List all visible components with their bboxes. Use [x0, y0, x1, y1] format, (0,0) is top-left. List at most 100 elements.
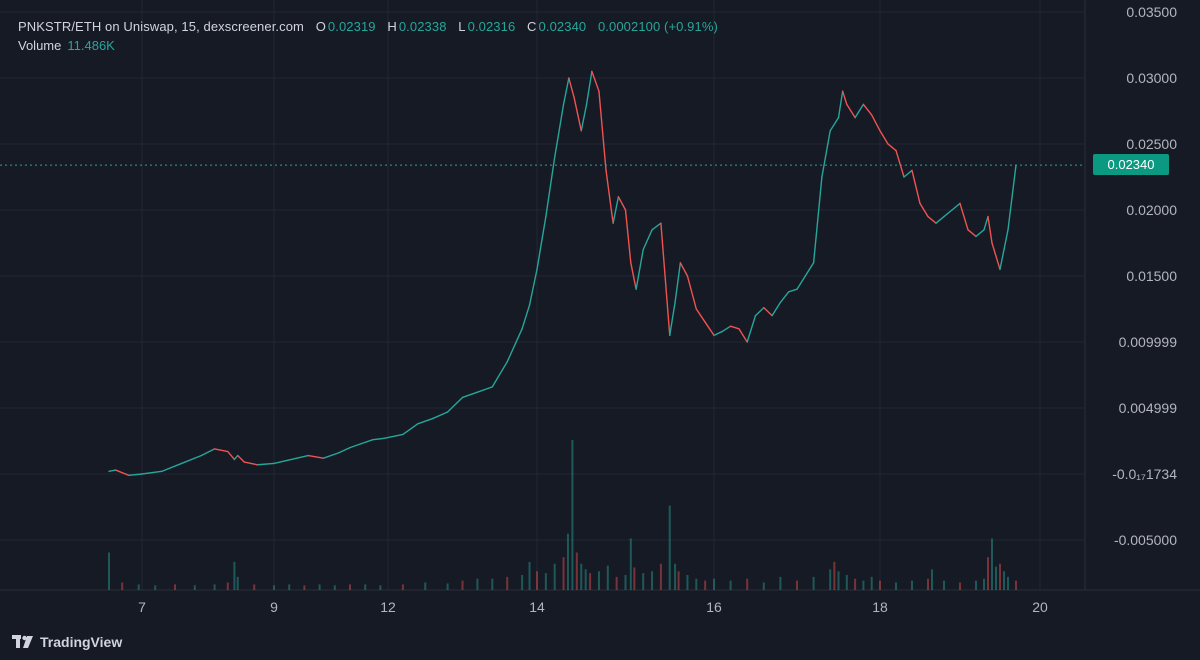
- price-segment: [128, 473, 143, 477]
- volume-bar: [213, 584, 216, 590]
- volume-bar: [349, 584, 351, 590]
- volume-bar: [137, 584, 140, 590]
- price-segment: [624, 209, 632, 264]
- x-tick-label: 18: [872, 599, 888, 615]
- x-tick-label: 9: [270, 599, 278, 615]
- low-value: 0.02316: [467, 19, 516, 34]
- volume-bar: [575, 552, 578, 590]
- price-axis[interactable]: 0.03500 0.03000 0.02500 0.02000 0.01500 0.009…: [1112, 4, 1177, 548]
- price-segment: [521, 304, 531, 330]
- price-segment: [337, 446, 351, 454]
- price-segment: [585, 70, 593, 106]
- price-segment: [446, 396, 464, 413]
- price-segment: [871, 114, 881, 132]
- price-segment: [383, 433, 404, 440]
- price-segment: [360, 438, 374, 445]
- price-segment: [476, 386, 493, 393]
- last-price-tag: 0.02340: [1093, 154, 1169, 175]
- price-segment: [746, 314, 757, 343]
- price-segment: [617, 196, 627, 211]
- price-segment: [796, 275, 806, 290]
- volume-bar: [288, 584, 291, 590]
- volume-bar: [911, 580, 913, 590]
- price-segment: [461, 391, 479, 399]
- volume-bar: [379, 585, 382, 590]
- price-segment: [729, 325, 740, 330]
- volume-bar: [746, 578, 749, 590]
- price-segment: [837, 90, 844, 119]
- volume-bar: [521, 575, 524, 590]
- price-segment: [738, 328, 748, 343]
- volume-value: 11.486K: [67, 38, 115, 53]
- price-segment: [841, 90, 848, 106]
- volume-bar: [528, 561, 531, 590]
- volume-bar: [303, 585, 306, 590]
- volume-bar: [812, 576, 815, 590]
- open-label: O: [315, 19, 326, 34]
- price-segment: [591, 70, 600, 92]
- volume-bar: [364, 584, 367, 590]
- y-tick-label: 0.03500: [1126, 4, 1177, 20]
- price-segment: [674, 262, 682, 304]
- price-segment: [895, 149, 905, 178]
- price-segment: [846, 103, 856, 119]
- volume-bar: [584, 569, 587, 590]
- price-segment: [296, 454, 309, 459]
- close-value: 0.02340: [538, 19, 587, 34]
- volume-bar: [571, 440, 574, 590]
- y-tick-label: 0.009999: [1119, 334, 1178, 350]
- volume-bar: [629, 538, 632, 590]
- y-tick-label: -0.0₁₇1734: [1112, 466, 1177, 482]
- volume-bar: [642, 573, 645, 590]
- volume-bar: [580, 563, 583, 590]
- price-segment: [227, 450, 236, 461]
- tradingview-logo-icon: [12, 635, 34, 649]
- price-segment: [236, 454, 246, 463]
- close-label: C: [527, 19, 537, 34]
- price-segment: [987, 215, 993, 244]
- price-segment: [243, 461, 259, 466]
- price-segment: [372, 437, 385, 441]
- price-segment: [554, 103, 565, 158]
- volume-bar: [983, 578, 985, 590]
- x-tick-label: 14: [529, 599, 545, 615]
- volume-bar: [424, 582, 427, 590]
- price-segment: [580, 103, 588, 132]
- price-segment: [307, 454, 325, 459]
- price-segment: [402, 423, 419, 436]
- volume-bar: [108, 552, 110, 590]
- price-segment: [545, 156, 556, 218]
- tradingview-brand[interactable]: TradingView: [12, 632, 122, 652]
- volume-bar: [991, 538, 993, 590]
- volume-bar: [845, 575, 848, 590]
- volume-bar: [226, 582, 229, 590]
- volume-bar: [870, 576, 873, 590]
- volume-bar: [491, 578, 494, 590]
- volume-bar: [333, 585, 336, 590]
- volume-bar: [837, 571, 840, 590]
- price-segment: [1003, 229, 1009, 251]
- volume-bar: [606, 565, 609, 590]
- price-segment: [642, 229, 653, 251]
- volume-bar: [999, 563, 1001, 590]
- volume-bar: [193, 585, 196, 590]
- price-segment: [108, 469, 117, 473]
- price-segment: [995, 255, 1001, 271]
- price-segment: [935, 215, 945, 224]
- volume-bar: [729, 580, 732, 590]
- volume-bar: [154, 585, 157, 590]
- price-segment: [771, 301, 782, 317]
- volume-bar: [704, 580, 707, 590]
- price-segment: [568, 77, 575, 99]
- volume-bar: [273, 585, 275, 590]
- time-axis[interactable]: 7 9 12 14 16 18 20: [138, 599, 1048, 615]
- volume-bar: [927, 578, 929, 590]
- volume-bar: [1007, 576, 1009, 590]
- price-segment: [983, 215, 989, 231]
- price-segment: [911, 169, 921, 205]
- x-tick-label: 16: [706, 599, 722, 615]
- price-segment: [763, 306, 773, 317]
- volume-bar: [544, 573, 547, 590]
- price-segment: [686, 275, 697, 310]
